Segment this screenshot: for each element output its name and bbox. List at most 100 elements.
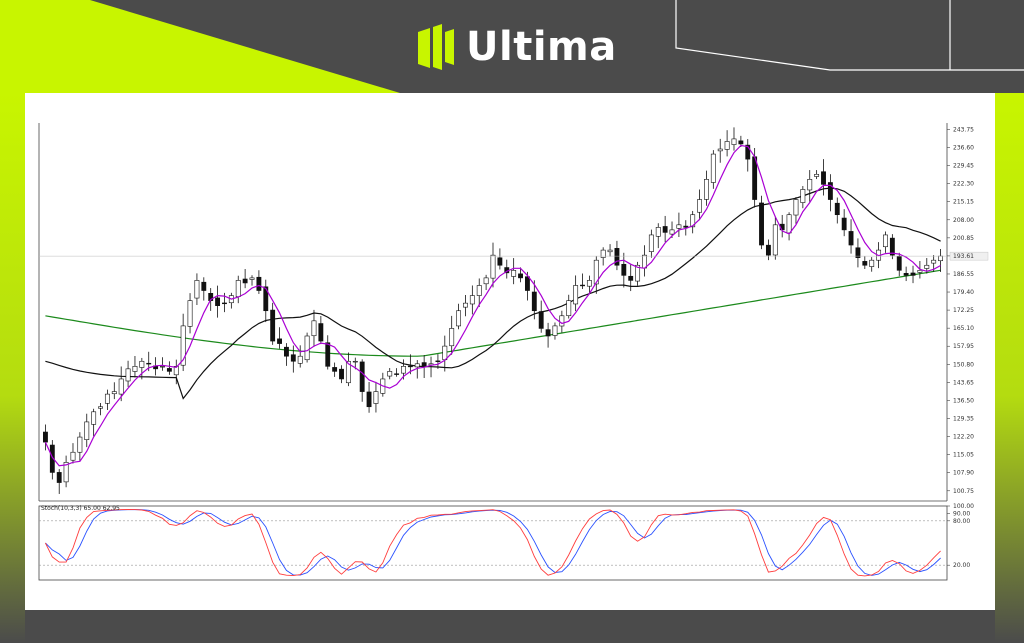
stochastic-tick-label: 100.00 bbox=[953, 503, 974, 510]
stochastic-tick-label: 90.00 bbox=[953, 510, 970, 517]
candle bbox=[311, 309, 317, 347]
price-tick-label: 200.85 bbox=[953, 235, 974, 242]
candle bbox=[91, 408, 97, 437]
candle bbox=[235, 275, 241, 304]
candle bbox=[531, 280, 537, 320]
candle bbox=[814, 170, 820, 180]
candle bbox=[201, 277, 207, 301]
lime-stripe-top-left bbox=[0, 0, 400, 93]
candle bbox=[786, 212, 792, 241]
candle bbox=[524, 271, 530, 301]
candle bbox=[745, 139, 751, 172]
candle bbox=[821, 159, 826, 196]
candle bbox=[518, 267, 523, 283]
candle bbox=[77, 432, 83, 462]
candle bbox=[834, 197, 840, 224]
current-price-label: 193.61 bbox=[953, 253, 974, 260]
candle bbox=[345, 352, 351, 387]
price-pane-frame bbox=[38, 123, 948, 502]
candle bbox=[635, 261, 641, 286]
candles bbox=[43, 127, 943, 494]
stochastic-pane-border bbox=[38, 505, 948, 581]
candle bbox=[545, 322, 551, 348]
candle bbox=[690, 210, 696, 234]
candle bbox=[655, 223, 661, 249]
candle bbox=[304, 332, 310, 363]
price-tick-label: 157.95 bbox=[953, 343, 974, 350]
lime-fade-right bbox=[995, 93, 1024, 643]
candle bbox=[704, 170, 709, 206]
price-tick-label: 179.40 bbox=[953, 289, 974, 296]
candle bbox=[125, 360, 131, 387]
price-tick-label: 222.30 bbox=[953, 181, 974, 188]
candle bbox=[256, 270, 262, 294]
candle bbox=[848, 219, 854, 254]
candle bbox=[263, 279, 269, 323]
candle bbox=[697, 189, 702, 221]
candle bbox=[456, 303, 462, 330]
stochastic-pane-frame bbox=[38, 505, 948, 581]
candle bbox=[63, 455, 69, 488]
candle bbox=[614, 240, 620, 271]
candle bbox=[593, 256, 599, 294]
price-tick-label: 100.75 bbox=[953, 488, 974, 495]
candle bbox=[642, 245, 647, 277]
candle bbox=[896, 252, 902, 277]
candle bbox=[889, 234, 895, 260]
candle bbox=[676, 212, 682, 237]
lime-fade-left bbox=[0, 93, 25, 643]
candle bbox=[84, 413, 90, 448]
price-tick-label: 186.55 bbox=[953, 271, 974, 278]
stochastic-tick-label: 20.00 bbox=[953, 562, 970, 569]
trading-chart: 243.75 236.60 229.45 222.30 215.15 208.00 200.… bbox=[38, 123, 989, 581]
candle bbox=[910, 265, 916, 284]
price-tick-label: 172.25 bbox=[953, 307, 974, 314]
ultima-logo-icon bbox=[418, 24, 454, 70]
candle bbox=[277, 327, 282, 349]
candle bbox=[538, 300, 544, 333]
candle bbox=[504, 259, 510, 279]
price-tick-label: 115.05 bbox=[953, 452, 974, 459]
candle bbox=[731, 127, 737, 151]
ma-mid-path bbox=[45, 187, 941, 400]
price-tick-label: 129.35 bbox=[953, 416, 974, 423]
candle bbox=[607, 244, 613, 257]
stochastic-d-line bbox=[45, 509, 941, 576]
ultima-logo: Ultima bbox=[416, 22, 617, 72]
candle bbox=[765, 239, 771, 261]
candle bbox=[187, 293, 193, 334]
candle bbox=[807, 170, 813, 203]
candle bbox=[339, 365, 344, 384]
candle bbox=[469, 285, 475, 315]
candle bbox=[166, 361, 172, 375]
price-tick-label: 215.15 bbox=[953, 199, 974, 206]
candle bbox=[373, 381, 379, 413]
ma-fast-path bbox=[44, 144, 941, 467]
candle bbox=[869, 257, 875, 272]
candle bbox=[242, 269, 248, 289]
candle bbox=[449, 315, 455, 355]
candle bbox=[318, 316, 324, 345]
candle bbox=[662, 215, 668, 243]
price-tick-label: 107.90 bbox=[953, 470, 974, 477]
candle bbox=[70, 443, 76, 464]
candle bbox=[827, 174, 833, 212]
candle bbox=[559, 310, 565, 333]
stochastic-tick-label: 80.00 bbox=[953, 518, 970, 525]
candle bbox=[772, 216, 778, 260]
candle bbox=[841, 209, 847, 237]
candle bbox=[938, 248, 943, 272]
candle bbox=[160, 357, 165, 371]
candle bbox=[414, 360, 420, 379]
ma-mid-line bbox=[45, 187, 941, 400]
candle bbox=[421, 355, 427, 379]
price-tick-label: 136.50 bbox=[953, 397, 974, 404]
candle bbox=[180, 313, 186, 372]
candle bbox=[49, 440, 55, 480]
candle bbox=[552, 322, 558, 340]
candle bbox=[573, 275, 579, 312]
candle bbox=[228, 292, 234, 309]
candle bbox=[862, 256, 868, 270]
chart-panel: 243.75 236.60 229.45 222.30 215.15 208.00 200.… bbox=[25, 93, 995, 610]
candle bbox=[194, 273, 200, 306]
